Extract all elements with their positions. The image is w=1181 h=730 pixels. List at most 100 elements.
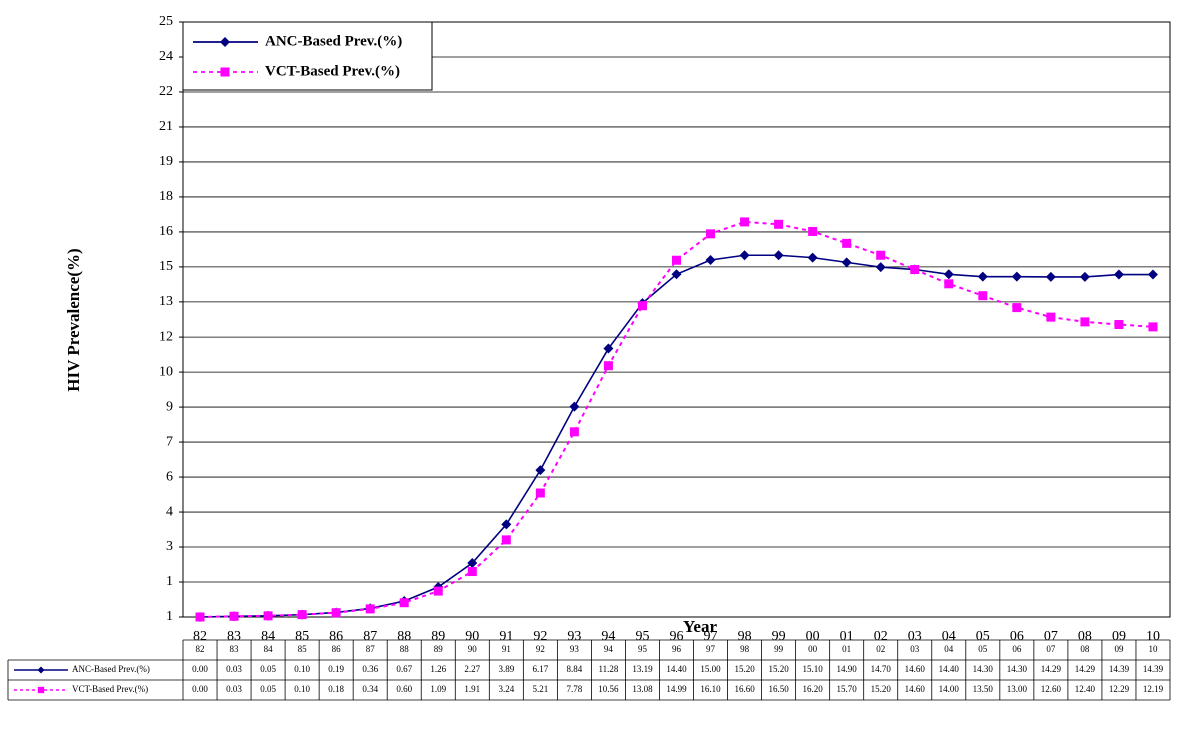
point: [1080, 317, 1090, 327]
table-header: 00: [808, 644, 818, 654]
table-cell: 0.60: [396, 684, 412, 694]
y-tick-label: 22: [159, 84, 173, 99]
legend-box: [182, 21, 433, 91]
table-cell: 6.17: [532, 664, 548, 674]
y-tick-label: 1: [166, 574, 173, 589]
y-tick-label: 13: [159, 294, 173, 309]
x-tick-label: 96: [670, 629, 684, 644]
point: [672, 255, 681, 265]
table-cell: 10.56: [598, 684, 619, 694]
point: [535, 488, 545, 498]
x-tick-label: 06: [1010, 629, 1024, 644]
point: [876, 250, 886, 260]
series-line: [200, 254, 1153, 618]
table-cell: 1.09: [430, 684, 446, 694]
point: [910, 265, 920, 275]
plot-frame: [182, 21, 1171, 618]
point: [1045, 271, 1056, 282]
point: [399, 598, 409, 608]
table-legend-marker: [37, 686, 45, 694]
x-tick-label: 00: [806, 629, 820, 644]
x-tick-label: 05: [976, 629, 990, 644]
point: [1011, 271, 1022, 282]
point: [1114, 319, 1124, 329]
x-tick-label: 93: [567, 629, 581, 644]
point: [467, 567, 477, 577]
table-cell: 5.21: [532, 684, 548, 694]
table-cell: 12.19: [1143, 684, 1164, 694]
y-tick-label: 3: [166, 539, 173, 554]
point: [1147, 269, 1158, 280]
x-tick-label: 94: [601, 629, 615, 644]
point: [773, 250, 784, 261]
point: [195, 612, 205, 622]
point: [569, 427, 579, 437]
table-header: 96: [672, 644, 682, 654]
point: [1113, 269, 1124, 280]
point: [740, 217, 750, 227]
table-cell: 14.29: [1041, 664, 1062, 674]
table-cell: 14.99: [666, 684, 687, 694]
point: [943, 269, 954, 280]
legend-label: ANC-Based Prev.(%): [265, 33, 402, 49]
x-axis-title: Year: [683, 617, 717, 636]
point: [433, 586, 443, 596]
point: [603, 361, 613, 371]
table-header: 95: [638, 644, 648, 654]
table-cell: 0.18: [328, 684, 344, 694]
point: [705, 255, 716, 265]
table-cell: 0.10: [294, 664, 310, 674]
point: [842, 238, 852, 248]
point: [944, 279, 954, 289]
table-cell: 13.00: [1007, 684, 1028, 694]
point: [263, 611, 273, 621]
table-cell: 16.20: [803, 684, 824, 694]
y-tick-label: 1: [166, 609, 173, 624]
table-header: 06: [1012, 644, 1022, 654]
x-tick-label: 82: [193, 629, 207, 644]
table-cell: 14.30: [1007, 664, 1028, 674]
point: [569, 401, 580, 412]
table-cell: 0.19: [328, 664, 344, 674]
table-header: 85: [298, 644, 308, 654]
point: [875, 262, 886, 273]
y-tick-label: 19: [159, 154, 173, 169]
table-cell: 0.00: [192, 664, 208, 674]
table-header: 93: [570, 644, 580, 654]
table-cell: 15.20: [871, 684, 892, 694]
table-header: 89: [434, 644, 444, 654]
point: [706, 229, 716, 239]
point: [501, 535, 511, 545]
table-cell: 14.60: [905, 664, 926, 674]
table-cell: 15.00: [700, 664, 721, 674]
table-header: 86: [332, 644, 342, 654]
table-cell: 1.91: [464, 684, 480, 694]
table-cell: 8.84: [567, 664, 583, 674]
table-cell: 0.05: [260, 684, 276, 694]
table-header: 05: [978, 644, 988, 654]
table-header: 84: [264, 644, 274, 654]
table-cell: 14.70: [871, 664, 892, 674]
y-tick-label: 25: [159, 14, 173, 29]
table-cell: 3.24: [498, 684, 514, 694]
x-tick-label: 90: [465, 629, 479, 644]
legend-marker: [220, 67, 230, 77]
point: [603, 343, 614, 354]
table-cell: 13.08: [632, 684, 653, 694]
table-header: 08: [1080, 644, 1090, 654]
x-tick-label: 07: [1044, 629, 1058, 644]
table-header: 02: [876, 644, 885, 654]
x-tick-label: 02: [874, 629, 888, 644]
table-cell: 0.10: [294, 684, 310, 694]
x-tick-label: 95: [635, 629, 649, 644]
x-tick-label: 88: [397, 629, 411, 644]
table-cell: 14.39: [1143, 664, 1164, 674]
table-cell: 0.36: [362, 664, 378, 674]
table-cell: 0.00: [192, 684, 208, 694]
x-tick-label: 01: [840, 629, 854, 644]
y-tick-label: 16: [159, 224, 173, 239]
table-cell: 15.20: [768, 664, 789, 674]
x-tick-label: 08: [1078, 629, 1092, 644]
table-header: 91: [502, 644, 511, 654]
point: [297, 610, 307, 620]
